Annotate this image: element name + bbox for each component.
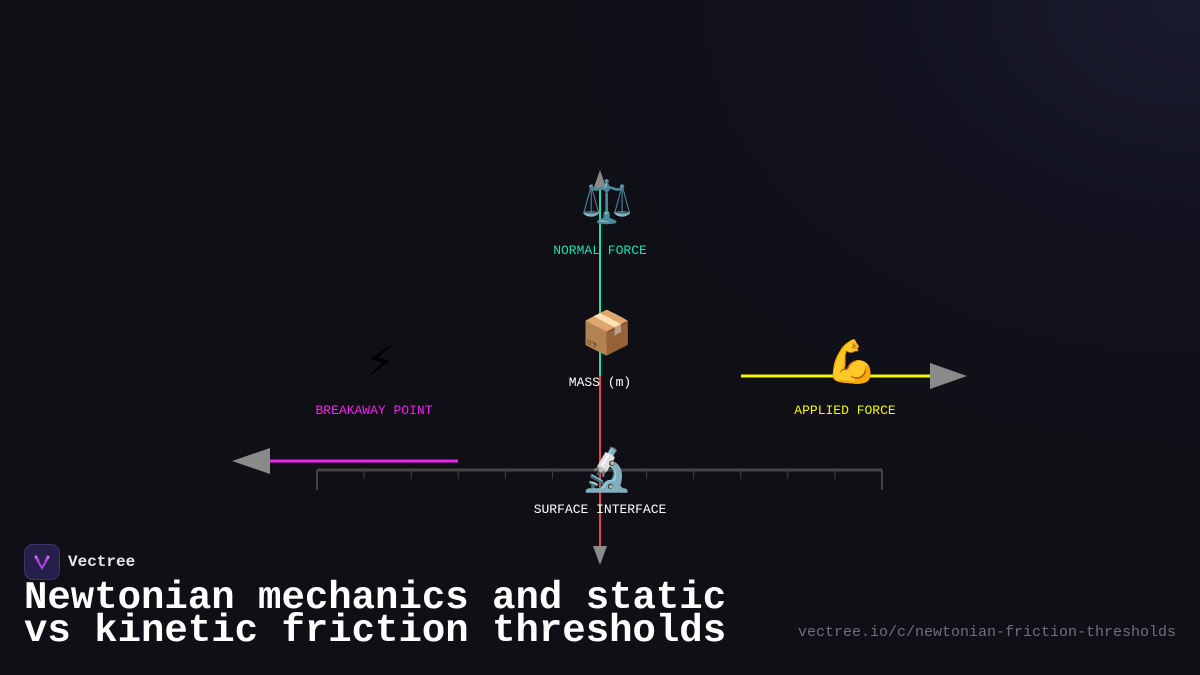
left-arrowhead bbox=[232, 448, 270, 474]
down-arrowhead bbox=[593, 546, 607, 565]
brand: Vectree bbox=[24, 544, 135, 580]
breakaway-point-label: BREAKAWAY POINT bbox=[315, 403, 433, 418]
normal-force-label: NORMAL FORCE bbox=[553, 243, 647, 258]
mass-label: MASS (m) bbox=[568, 375, 632, 390]
source-url: vectree.io/c/newtonian-friction-threshol… bbox=[797, 624, 1176, 641]
balance-scale-icon: ⚖️ bbox=[580, 177, 634, 226]
vectree-logo-icon bbox=[24, 544, 60, 580]
surface-interface-label: SURFACE INTERFACE bbox=[533, 502, 667, 517]
package-icon: 📦 bbox=[580, 308, 634, 357]
flexed-biceps-icon: 💪 bbox=[825, 337, 879, 386]
lightning-icon: ⚡ bbox=[365, 337, 395, 386]
microscope-icon: 🔬 bbox=[580, 445, 634, 494]
up-arrowhead bbox=[593, 170, 607, 190]
right-arrowhead bbox=[930, 363, 967, 389]
applied-force-label: APPLIED FORCE bbox=[794, 403, 896, 418]
page-title: Newtonian mechanics and static vs kineti… bbox=[24, 576, 727, 653]
brand-name: Vectree bbox=[68, 553, 136, 571]
